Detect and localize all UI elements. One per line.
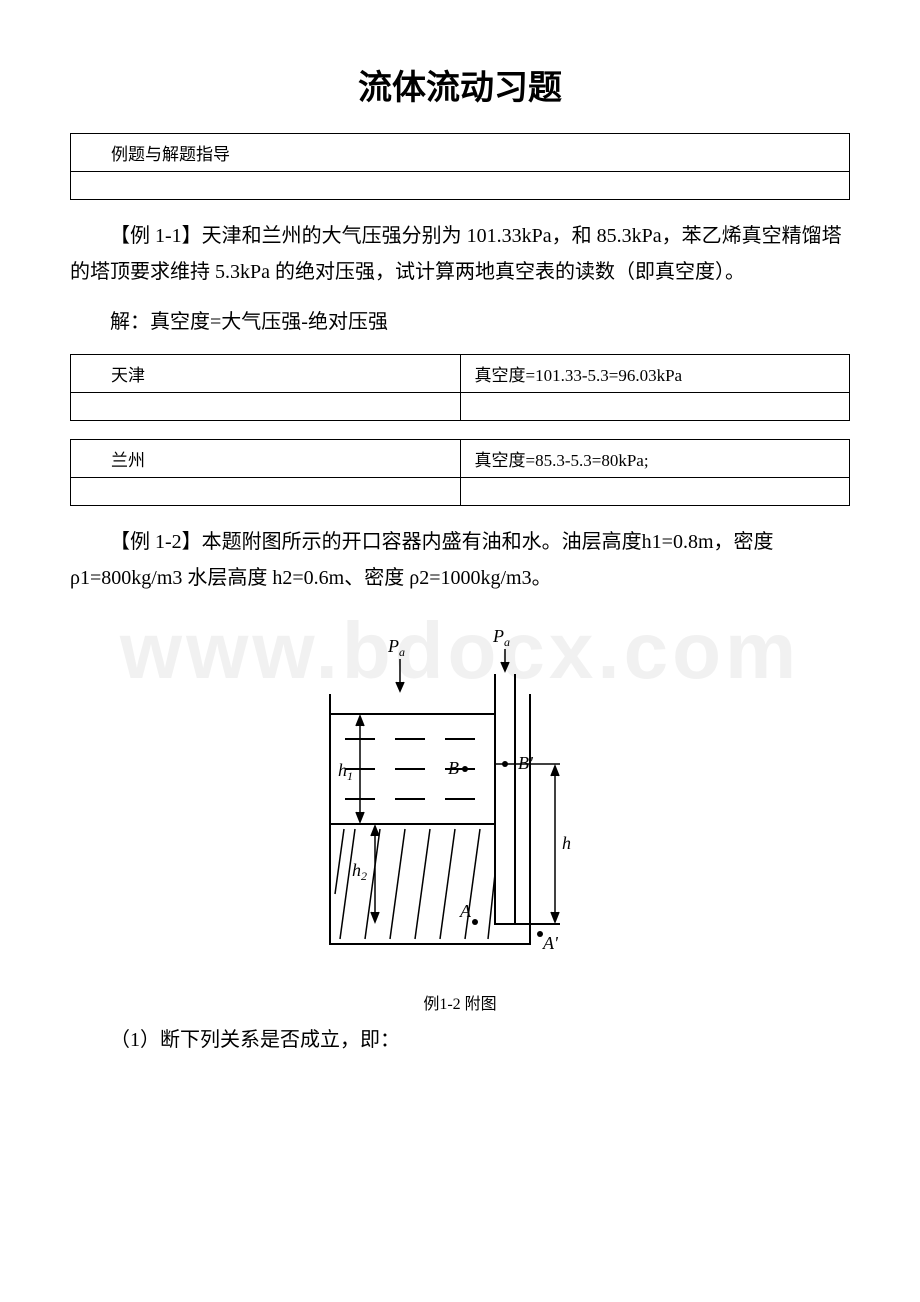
page-title: 流体流动习题: [70, 60, 850, 109]
intro-box: 例题与解题指导: [70, 133, 850, 200]
figure-diagram: Pa Pa h1 h2 h B B' A A': [300, 614, 620, 984]
question-1: （1）断下列关系是否成立，即：: [70, 1022, 850, 1058]
svg-text:h2: h2: [352, 860, 367, 883]
svg-text:Pa: Pa: [387, 636, 405, 659]
svg-text:h: h: [562, 833, 571, 853]
svg-text:h1: h1: [338, 760, 353, 783]
tj-right: 真空度=101.33-5.3=96.03kPa: [460, 355, 850, 393]
tj-empty-r: [460, 393, 850, 421]
svg-text:Pa: Pa: [492, 626, 510, 649]
figure-caption: 例1-2 附图: [70, 990, 850, 1014]
svg-text:B: B: [448, 758, 459, 778]
lz-empty-r: [460, 478, 850, 506]
example-1-solution-intro: 解：真空度=大气压强-绝对压强: [70, 304, 850, 340]
svg-text:A: A: [459, 901, 472, 921]
example-2-text: 【例 1-2】本题附图所示的开口容器内盛有油和水。油层高度h1=0.8m，密度 …: [70, 524, 850, 596]
intro-row-1: 例题与解题指导: [71, 134, 850, 172]
lanzhou-table: 兰州 真空度=85.3-5.3=80kPa;: [70, 439, 850, 506]
lz-right: 真空度=85.3-5.3=80kPa;: [460, 440, 850, 478]
document-content: 流体流动习题 例题与解题指导 【例 1-1】天津和兰州的大气压强分别为 101.…: [70, 60, 850, 1058]
lz-empty-l: [71, 478, 461, 506]
tianjin-table: 天津 真空度=101.33-5.3=96.03kPa: [70, 354, 850, 421]
tj-empty-l: [71, 393, 461, 421]
figure-container: Pa Pa h1 h2 h B B' A A' 例1-2 附图: [70, 614, 850, 1014]
tj-left: 天津: [71, 355, 461, 393]
example-1-text: 【例 1-1】天津和兰州的大气压强分别为 101.33kPa，和 85.3kPa…: [70, 218, 850, 290]
svg-text:A': A': [542, 933, 559, 953]
intro-row-2: [71, 172, 850, 200]
lz-left: 兰州: [71, 440, 461, 478]
svg-text:B': B': [518, 753, 534, 773]
